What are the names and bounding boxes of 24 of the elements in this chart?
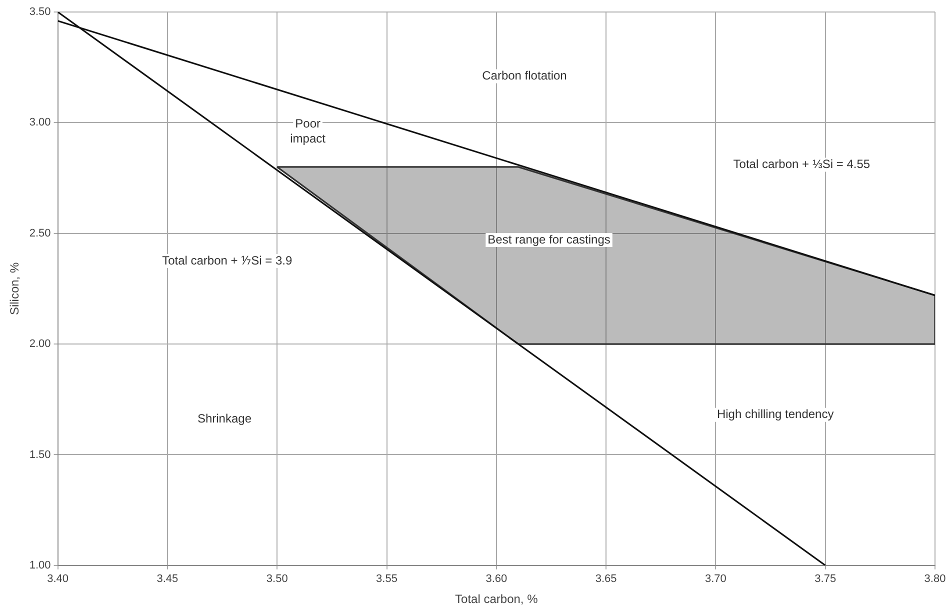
annotation: Best range for castings <box>488 232 610 246</box>
x-tick-label: 3.40 <box>47 573 69 586</box>
x-tick-label: 3.75 <box>814 573 836 586</box>
annotation: Total carbon + ⅐Si = 3.9 <box>162 253 292 268</box>
x-tick-label: 3.80 <box>924 573 946 586</box>
annotation: Poor impact <box>290 116 326 146</box>
y-tick-label: 1.50 <box>29 448 51 461</box>
y-tick-label: 3.50 <box>29 6 51 18</box>
x-tick-label: 3.65 <box>595 573 617 586</box>
x-tick-label: 3.55 <box>376 573 398 586</box>
x-tick-label: 3.50 <box>266 573 288 586</box>
y-tick-label: 1.00 <box>29 559 51 572</box>
x-axis-title: Total carbon, % <box>455 592 538 606</box>
x-tick-label: 3.70 <box>704 573 726 586</box>
annotation: Carbon flotation <box>482 68 567 83</box>
x-tick-label: 3.45 <box>156 573 178 586</box>
annotation: Shrinkage <box>197 412 252 426</box>
x-tick-label: 3.60 <box>486 573 508 586</box>
annotation: High chilling tendency <box>716 407 834 422</box>
annotation: Total carbon + ⅓Si = 4.55 <box>733 157 870 172</box>
y-tick-label: 2.00 <box>29 338 51 350</box>
y-tick-label: 3.00 <box>29 116 51 129</box>
y-tick-label: 2.50 <box>29 227 51 240</box>
y-axis-title: Silicon, % <box>8 262 22 316</box>
